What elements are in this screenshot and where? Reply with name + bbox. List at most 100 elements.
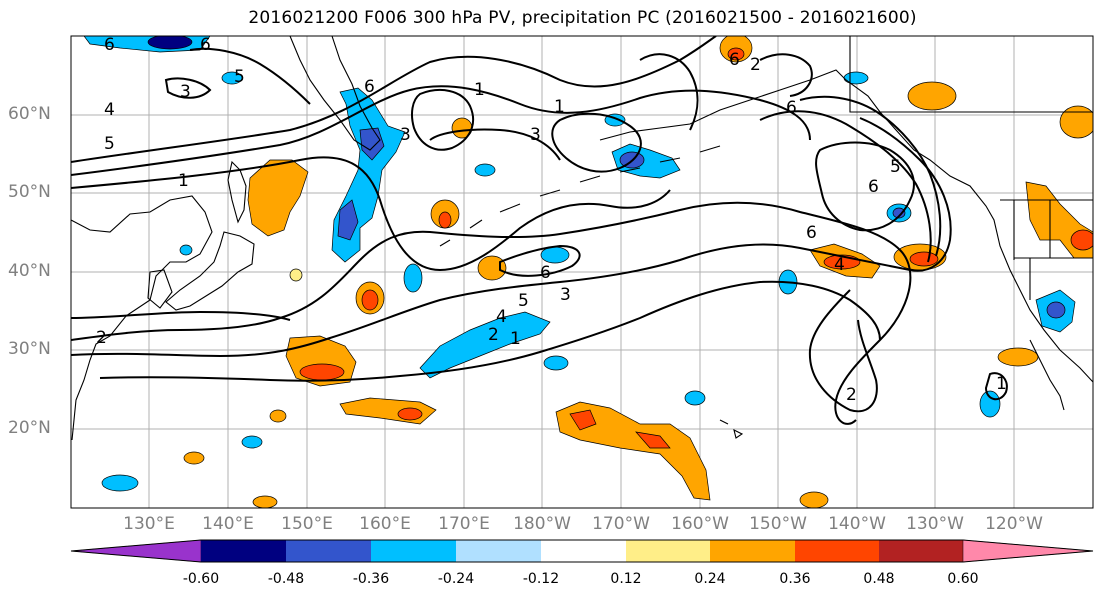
kamchatka-coast bbox=[289, 36, 381, 151]
pos-region-japan bbox=[247, 159, 309, 237]
lon-label-170w: 170°W bbox=[592, 514, 650, 534]
pv-contour-8 bbox=[551, 112, 642, 173]
contour-label: 6 bbox=[540, 263, 551, 283]
sakhalin-coast bbox=[227, 160, 247, 224]
colorbar-tick-label: 0.60 bbox=[947, 571, 979, 587]
map-title: 2016021200 F006 300 hPa PV, precipitatio… bbox=[248, 8, 917, 28]
gridlines bbox=[71, 36, 1093, 508]
lon-label-160e: 160°E bbox=[359, 514, 411, 534]
contour-label: 4 bbox=[834, 255, 845, 275]
contour-label: 3 bbox=[180, 82, 191, 102]
pos-patch-13 bbox=[289, 268, 303, 282]
colorbar-tick-label: 0.24 bbox=[694, 571, 726, 587]
contour-label: 2 bbox=[750, 55, 761, 75]
neg-patch-5 bbox=[684, 390, 706, 406]
contour-label: 6 bbox=[104, 35, 115, 55]
lon-label-120w: 120°W bbox=[985, 514, 1043, 534]
neg-patch-7 bbox=[221, 71, 243, 85]
lat-label-40n: 40°N bbox=[8, 261, 51, 281]
contour-label: 4 bbox=[496, 307, 507, 327]
colorbar-cell-1 bbox=[201, 540, 286, 562]
pos-patch-9 bbox=[907, 81, 957, 111]
colorbar-tick-label: -0.60 bbox=[182, 571, 220, 587]
neg-region-subtropic-jet bbox=[419, 311, 551, 379]
pv-contour-18 bbox=[759, 53, 813, 97]
korea-coast bbox=[147, 269, 173, 309]
colorbar-tick-label: -0.36 bbox=[352, 571, 390, 587]
neg-patch-14 bbox=[179, 244, 193, 256]
pv-contour-3 bbox=[71, 156, 671, 272]
neg-patch-8 bbox=[241, 435, 263, 449]
colorbar-tick-label: -0.24 bbox=[437, 571, 475, 587]
pos-core-subtrop bbox=[397, 407, 423, 421]
pos-patch-6 bbox=[252, 495, 278, 508]
colorbar-cell-0 bbox=[70, 539, 202, 563]
colorbar-cell-7 bbox=[710, 540, 795, 562]
pos-patch-12 bbox=[799, 491, 829, 508]
colorbar-cell-6 bbox=[626, 540, 710, 562]
colorbar-cell-2 bbox=[286, 540, 371, 562]
aleutian-chain bbox=[439, 145, 721, 247]
lon-label-170e: 170°E bbox=[438, 514, 490, 534]
colorbar-tick-label: 0.36 bbox=[779, 571, 811, 587]
pv-contour-14 bbox=[189, 47, 311, 105]
baja-coast bbox=[1029, 339, 1065, 411]
pv-contour-15 bbox=[499, 244, 581, 277]
lon-label-180w: 180°W bbox=[513, 514, 571, 534]
pos-patch-5 bbox=[183, 451, 205, 465]
us-state-lines bbox=[1013, 200, 1093, 300]
pv-contour-2 bbox=[71, 85, 811, 176]
pos-patch-2 bbox=[477, 255, 507, 281]
pv-contour-19 bbox=[984, 372, 1008, 401]
lat-label-20n: 20°N bbox=[8, 418, 51, 438]
lon-label-150e: 150°E bbox=[281, 514, 333, 534]
contour-label: 2 bbox=[96, 328, 107, 348]
precipitation-shading bbox=[83, 36, 1093, 508]
pv-contour-20 bbox=[71, 310, 291, 321]
pos-core-nw-us bbox=[1070, 229, 1093, 251]
pv-contour-16 bbox=[429, 128, 561, 161]
pv-contour-17 bbox=[639, 53, 699, 131]
contour-label: 4 bbox=[104, 100, 115, 120]
colorbar-cell-5 bbox=[541, 540, 626, 562]
alaska-coast bbox=[599, 69, 1093, 383]
pv-contour-6 bbox=[99, 280, 881, 382]
pv-contour-4 bbox=[71, 201, 912, 425]
lat-label-60n: 60°N bbox=[8, 104, 51, 124]
contour-label: 1 bbox=[554, 97, 565, 117]
colorbar-cell-10 bbox=[962, 539, 1094, 563]
neg-core-nw bbox=[147, 36, 193, 50]
colorbar-tick-label: -0.48 bbox=[267, 571, 305, 587]
pos-core-7 bbox=[727, 47, 745, 61]
pos-core-hawaii bbox=[569, 409, 597, 431]
pv-contour-9 bbox=[411, 89, 475, 151]
lon-label-130w: 130°W bbox=[906, 514, 964, 534]
pv-contour-11 bbox=[799, 95, 942, 257]
neg-patch-9 bbox=[101, 474, 139, 492]
contour-label: 5 bbox=[234, 67, 245, 87]
pos-patch-4 bbox=[269, 409, 287, 423]
neg-patch-4 bbox=[543, 355, 569, 371]
colorbar-tick-label: 0.12 bbox=[610, 571, 642, 587]
colorbar bbox=[70, 539, 1094, 563]
colorbar-cell-4 bbox=[456, 540, 541, 562]
contour-label: 6 bbox=[729, 50, 740, 70]
contour-label: 6 bbox=[806, 223, 817, 243]
pos-region-hawaii bbox=[555, 401, 711, 501]
neg-core-10 bbox=[892, 207, 906, 219]
contour-label: 6 bbox=[200, 35, 211, 55]
neg-patch-12 bbox=[843, 71, 869, 85]
pos-core-8 bbox=[909, 251, 939, 267]
colorbar-cell-9 bbox=[879, 540, 963, 562]
neg-core-california bbox=[1046, 301, 1066, 319]
japan-coast bbox=[165, 231, 255, 311]
contour-label: 1 bbox=[996, 374, 1007, 394]
pv-contours bbox=[71, 36, 1008, 425]
lon-label-150w: 150°W bbox=[749, 514, 807, 534]
contour-label: 5 bbox=[890, 157, 901, 177]
pv-contour-5 bbox=[71, 117, 952, 358]
contour-label: 3 bbox=[400, 125, 411, 145]
contour-label: 6 bbox=[868, 177, 879, 197]
contour-label: 6 bbox=[364, 77, 375, 97]
neg-patch-6 bbox=[474, 163, 496, 177]
